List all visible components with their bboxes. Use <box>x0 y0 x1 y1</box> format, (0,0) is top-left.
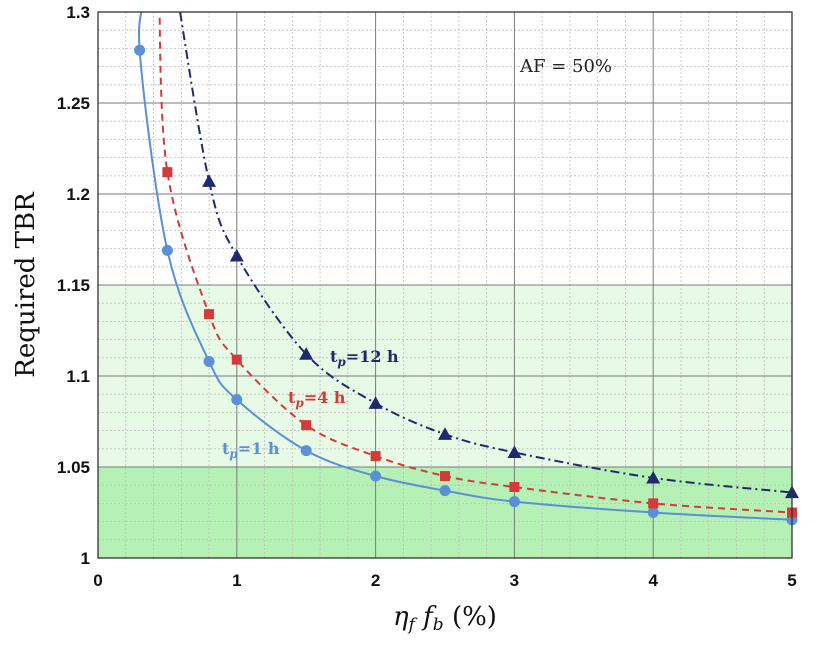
x-axis-label-text: ηf fb (%) <box>393 602 497 635</box>
data-point-1-6 <box>509 482 520 493</box>
x-tick-label: 5 <box>787 571 796 590</box>
data-point-2-6 <box>646 470 661 484</box>
data-point-0-4 <box>300 445 312 457</box>
series-label-0: tp=1 h <box>222 439 280 461</box>
x-tick-label: 0 <box>93 571 102 590</box>
series-line-1 <box>158 12 792 514</box>
y-tick-label: 1.15 <box>57 276 90 295</box>
x-tick-label: 2 <box>371 571 380 590</box>
series-label-2: tp=12 h <box>330 347 399 369</box>
data-point-2-2 <box>299 347 314 360</box>
data-point-2-5 <box>507 445 522 459</box>
x-tick-label: 4 <box>648 571 658 590</box>
data-point-1-0 <box>162 167 173 178</box>
y-tick-label: 1.2 <box>66 185 90 204</box>
x-tick-label: 1 <box>232 571 241 590</box>
series-lines <box>134 12 799 526</box>
data-point-0-1 <box>161 244 173 256</box>
series-1-group <box>158 12 792 514</box>
y-axis-label: Required TBR <box>11 191 41 378</box>
x-axis-label: ηf fb (%) <box>393 602 497 635</box>
data-point-2-1 <box>229 248 244 262</box>
y-tick-label: 1.1 <box>66 367 90 386</box>
series-labels: tp=1 h tp=4 h tp=12 h <box>222 347 399 461</box>
y-tick-label: 1.3 <box>66 3 90 22</box>
data-point-1-3 <box>301 420 312 431</box>
data-point-0-3 <box>231 394 243 406</box>
data-point-1-2 <box>231 354 242 365</box>
data-point-0-0 <box>134 44 146 56</box>
data-point-2-3 <box>368 396 383 409</box>
band-0 <box>98 467 792 558</box>
data-point-0-6 <box>439 485 451 497</box>
x-tick-label: 3 <box>510 571 519 590</box>
data-point-0-5 <box>370 470 382 482</box>
tick-labels: 0 1 2 3 4 511.051.11.151.21.251.3 <box>57 3 797 590</box>
y-tick-label: 1.05 <box>57 458 90 477</box>
data-point-1-5 <box>440 471 450 482</box>
af-annotation: AF = 50% <box>519 56 612 77</box>
data-point-2-4 <box>438 427 452 440</box>
data-point-1-7 <box>648 498 659 509</box>
data-point-1-1 <box>204 309 215 320</box>
data-point-1-4 <box>370 451 381 462</box>
plot-frame <box>97 11 793 559</box>
series-label-1: tp=4 h <box>288 388 346 410</box>
data-point-0-2 <box>203 355 215 367</box>
data-point-0-7 <box>508 496 520 508</box>
y-tick-label: 1 <box>81 549 90 568</box>
y-tick-label: 1.25 <box>57 94 90 113</box>
plot-border <box>97 11 793 559</box>
data-point-2-0 <box>202 174 217 187</box>
data-point-0-8 <box>647 507 659 518</box>
acceptance-bands <box>98 285 792 558</box>
